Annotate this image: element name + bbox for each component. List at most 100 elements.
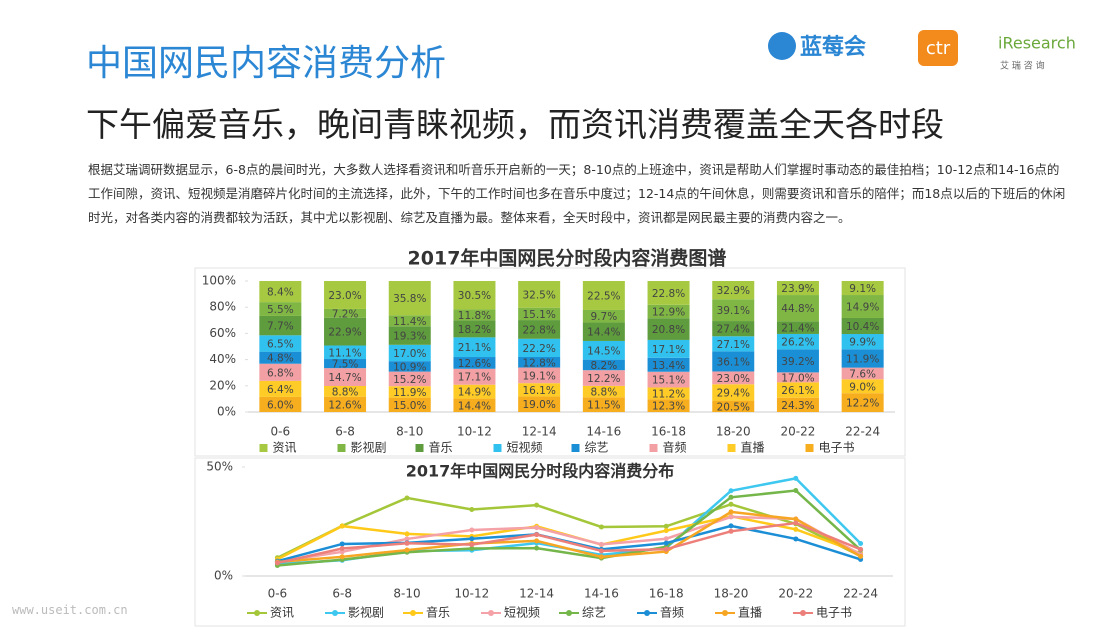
logo-box (918, 30, 958, 66)
bar-segment (712, 371, 755, 385)
value-label: 17.1% (652, 344, 685, 356)
x-tick-label: 12-14 (522, 425, 557, 439)
watermark: www.useit.com.cn (12, 603, 128, 617)
legend-swatch (649, 444, 658, 452)
bar-segment (647, 357, 690, 372)
marker (404, 531, 410, 537)
legend-label: 资讯 (273, 441, 297, 455)
value-label: 15.0% (393, 400, 426, 412)
bar-segment (324, 308, 367, 318)
value-label: 10.9% (393, 361, 426, 373)
value-label: 22.8% (522, 324, 555, 336)
chart-title: 2017年中国网民分时段内容消费图谱 (408, 247, 727, 270)
marker (728, 509, 734, 515)
value-label: 27.4% (717, 324, 750, 336)
x-tick-label: 22-24 (843, 587, 878, 601)
value-label: 12.2% (846, 398, 879, 410)
x-tick-label: 8-10 (396, 425, 423, 439)
bar-segment (712, 336, 755, 352)
value-label: 4.8% (267, 353, 294, 365)
marker (793, 488, 799, 494)
bar-segment (388, 315, 431, 327)
bar-segment (324, 359, 367, 369)
bar-segment (518, 338, 561, 358)
marker (858, 546, 864, 552)
chart-frame (194, 267, 906, 457)
line (277, 489, 862, 567)
value-label: 39.2% (781, 356, 814, 368)
legend-marker (410, 610, 416, 616)
bar-segment (388, 397, 431, 412)
value-label: 32.5% (522, 289, 555, 301)
x-tick-label: 6-8 (332, 587, 352, 601)
value-label: 44.8% (781, 303, 814, 315)
value-label: 22.5% (587, 290, 620, 302)
marker (404, 540, 410, 546)
value-label: 24.3% (781, 400, 814, 412)
bar-segment (647, 318, 690, 340)
x-tick-label: 22-24 (845, 425, 880, 439)
bar-segment (582, 359, 625, 371)
legend-swatch (337, 444, 346, 452)
value-label: 9.0% (849, 381, 876, 393)
value-label: 14.4% (458, 400, 491, 412)
bar-segment (582, 397, 625, 412)
marker (663, 528, 669, 534)
bar-segment (712, 351, 755, 372)
bar-segment (259, 302, 302, 316)
marker (663, 523, 669, 529)
marker (469, 527, 475, 533)
x-tick-label: 6-8 (335, 425, 355, 439)
marker (598, 524, 604, 530)
x-tick-label: 10-12 (454, 587, 489, 601)
marker (728, 514, 734, 520)
bar-segment (712, 400, 755, 412)
x-tick-label: 10-12 (457, 425, 492, 439)
bar-segment (259, 351, 302, 364)
marker (728, 528, 734, 534)
marker (728, 494, 734, 500)
value-label: 15.2% (393, 374, 426, 386)
value-label: 36.1% (717, 356, 750, 368)
bar-segment (582, 281, 625, 310)
y-tick-label: 80% (209, 300, 236, 314)
marker (793, 516, 799, 522)
bar-segment (518, 396, 561, 412)
value-label: 23.0% (717, 373, 750, 385)
marker (469, 542, 475, 548)
bar-segment (841, 379, 884, 394)
legend-label: 短视频 (504, 605, 540, 620)
marker (858, 541, 864, 547)
value-label: 6.4% (267, 384, 294, 396)
bar-segment (841, 349, 884, 368)
bar-segment (518, 357, 561, 368)
y-tick-label: 0% (214, 569, 233, 583)
line (276, 496, 862, 559)
bar-segment (453, 398, 496, 412)
bar-segment (259, 315, 302, 336)
value-label: 17.1% (458, 372, 491, 384)
bar-segment (841, 281, 884, 296)
legend-label: 资讯 (270, 606, 294, 620)
bar-segment (324, 317, 367, 346)
bar-segment (518, 383, 561, 397)
value-label: 20.8% (652, 324, 685, 336)
value-label: 8.8% (332, 386, 359, 398)
value-label: 11.2% (652, 388, 685, 400)
value-label: 10.4% (846, 321, 879, 333)
value-label: 12.6% (458, 358, 491, 370)
bar-segment (388, 371, 431, 387)
chart-frame (194, 457, 906, 627)
bar-segment (324, 385, 367, 397)
bar-segment (712, 384, 755, 401)
line (277, 521, 862, 565)
value-label: 8.4% (267, 287, 294, 299)
value-label: 14.9% (458, 387, 491, 399)
value-label: 17.0% (781, 372, 814, 384)
bar-segment (841, 295, 884, 318)
marker (404, 547, 410, 553)
x-tick-label: 0-6 (271, 425, 291, 439)
bar-segment (776, 397, 819, 412)
logo-text: 艾 瑞 咨 询 (1000, 60, 1045, 72)
